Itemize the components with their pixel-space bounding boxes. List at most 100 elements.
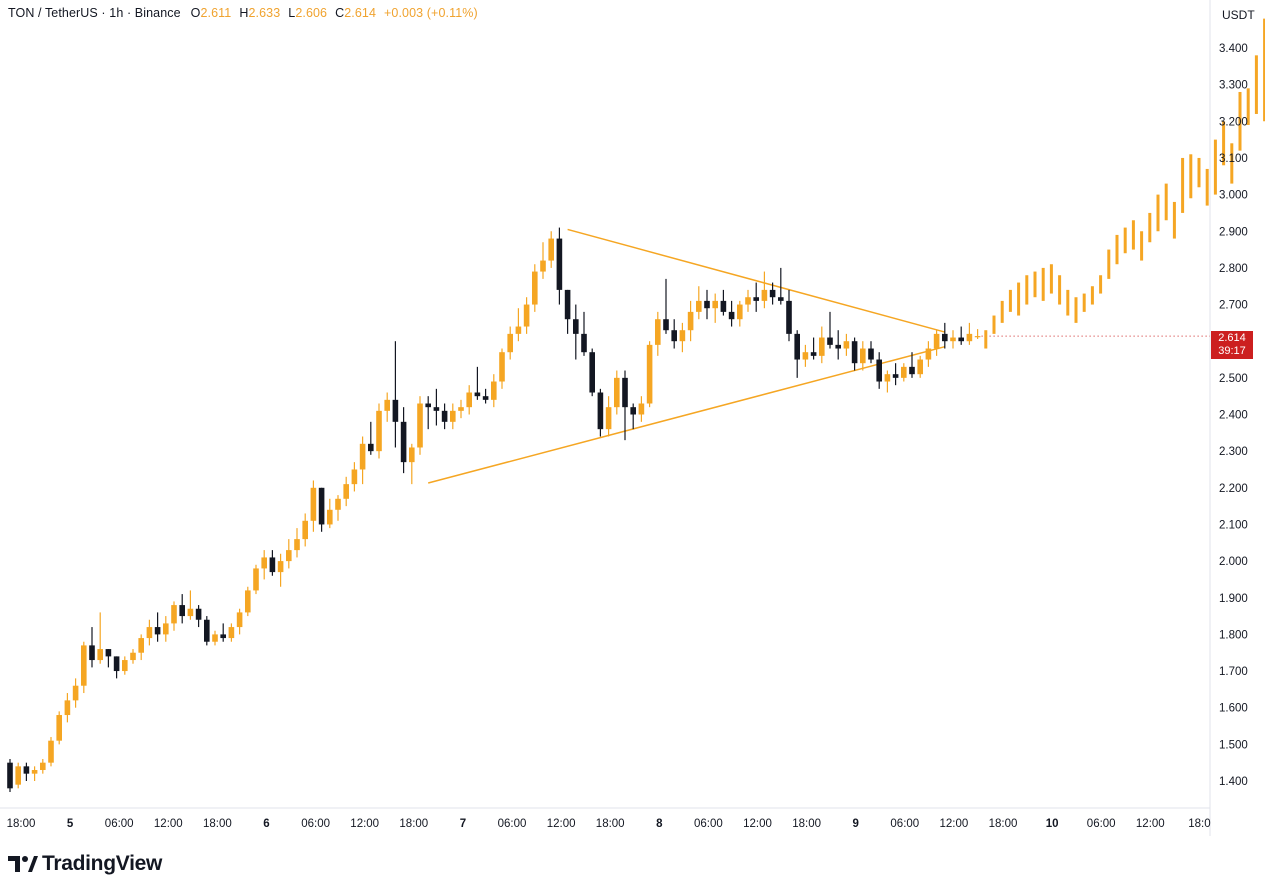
candle-body <box>622 377 628 408</box>
time-tick-label: 12:00 <box>350 818 379 830</box>
candle-body <box>860 348 866 364</box>
price-axis[interactable]: 3.400 3.300 3.200 3.100 3.000 2.900 2.800 2.700… <box>1219 43 1248 788</box>
candle-body <box>761 289 768 301</box>
candle <box>925 341 932 367</box>
change-value: +0.003 (+0.11%) <box>384 6 478 20</box>
candle <box>523 297 530 334</box>
candle-body <box>876 359 882 382</box>
triangle-pattern[interactable] <box>428 228 1210 484</box>
candle <box>154 612 161 642</box>
candle-body <box>786 300 792 334</box>
time-tick-label: 10 <box>1046 818 1059 830</box>
candle-body <box>228 627 235 639</box>
candle <box>605 396 612 437</box>
price-tick-label: 1.600 <box>1219 703 1248 715</box>
candle <box>195 605 202 628</box>
candle <box>942 322 948 349</box>
candle <box>704 289 710 320</box>
time-tick-label: 12:00 <box>1136 818 1165 830</box>
candle-body <box>532 271 538 305</box>
price-tick-label: 2.000 <box>1219 556 1248 568</box>
candle <box>491 374 497 408</box>
candle <box>130 649 136 664</box>
candle <box>236 608 243 635</box>
triangle-lower-line <box>428 345 945 484</box>
candle <box>589 348 595 397</box>
candle <box>958 326 964 345</box>
candle-body <box>425 403 431 408</box>
candle-body <box>81 645 87 686</box>
candle <box>327 498 333 529</box>
candle-body <box>236 612 243 628</box>
candle-body <box>892 374 899 378</box>
candle-body <box>286 550 292 562</box>
candle <box>351 462 358 492</box>
candle-body <box>564 289 571 320</box>
candle-body <box>7 762 13 789</box>
candle-body <box>318 487 325 525</box>
time-axis[interactable]: 18:00 5 06:00 12:00 18:00 6 06:00 12:00 18:00 7 06… <box>7 818 1211 830</box>
candle-body <box>417 403 423 448</box>
currency-label: USDT <box>1222 8 1255 22</box>
price-tick-label: 3.200 <box>1219 116 1248 128</box>
candle-body <box>23 766 30 774</box>
candle-body <box>540 260 546 272</box>
candle-body <box>868 348 874 360</box>
candle <box>23 762 30 781</box>
candle-body <box>376 410 382 452</box>
candle <box>696 286 702 320</box>
candle-body <box>97 649 103 661</box>
candle-body <box>827 337 833 345</box>
candle-body <box>138 638 144 653</box>
candle <box>97 612 103 664</box>
candle <box>687 300 694 342</box>
candle-body <box>614 377 620 408</box>
candle <box>122 656 128 675</box>
candle-body <box>909 366 915 375</box>
logo-text: TradingView <box>42 852 163 875</box>
candle-body <box>581 333 587 353</box>
candle <box>778 267 784 305</box>
candle-body <box>933 333 940 349</box>
candle <box>507 326 513 360</box>
tradingview-logo[interactable]: TradingView <box>8 852 162 876</box>
candle-body <box>507 333 513 353</box>
candle-body <box>974 336 981 338</box>
candle <box>532 264 538 312</box>
candle <box>228 623 235 642</box>
candle-body <box>15 766 21 785</box>
candle <box>753 282 759 312</box>
candle <box>277 553 284 587</box>
candle <box>884 370 891 393</box>
candle-body <box>482 396 489 400</box>
candle-body <box>56 715 62 741</box>
candle <box>417 396 423 455</box>
candle <box>581 311 587 356</box>
symbol-header: TON / TetherUS · 1h · Binance O2.611 H2.63… <box>8 6 478 20</box>
candle-body <box>548 238 554 261</box>
candle-body <box>810 352 817 356</box>
candle-body <box>687 311 694 331</box>
candle <box>138 634 144 661</box>
candle-body <box>958 337 964 342</box>
candle <box>614 370 620 415</box>
time-tick-label: 9 <box>852 818 858 830</box>
candle <box>105 649 112 668</box>
price-tick-label: 1.900 <box>1219 593 1248 605</box>
candle <box>712 293 718 323</box>
candle <box>564 289 571 334</box>
candle-body <box>310 487 317 521</box>
candle <box>843 333 850 356</box>
candle-body <box>556 238 563 290</box>
candle <box>794 330 800 378</box>
price-tick-label: 2.100 <box>1219 519 1248 531</box>
low-value: 2.606 <box>295 6 328 20</box>
candle <box>400 407 407 474</box>
candle-body <box>728 311 735 320</box>
time-tick-label: 12:00 <box>940 818 969 830</box>
candle <box>7 759 13 792</box>
candle-body <box>409 447 415 463</box>
candle <box>343 476 349 507</box>
candle <box>187 590 194 620</box>
